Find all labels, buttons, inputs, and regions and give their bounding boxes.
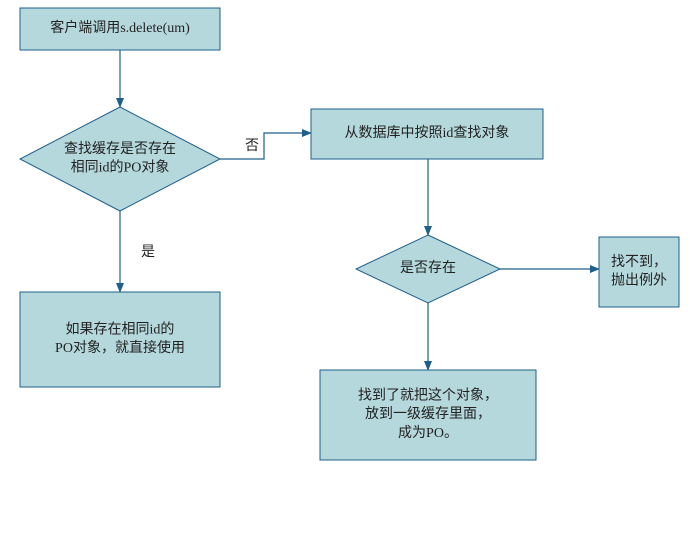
node-start: 客户端调用s.delete(um) bbox=[20, 8, 220, 50]
node-check1-text-1: 相同id的PO对象 bbox=[71, 160, 170, 176]
node-db_find-text-0: 从数据库中按照id查找对象 bbox=[345, 125, 510, 141]
node-found-text-1: 放到一级缓存里面， bbox=[365, 406, 491, 422]
node-use_po-shape bbox=[20, 292, 220, 387]
node-found: 找到了就把这个对象， 放到一级缓存里面， 成为PO。 bbox=[320, 370, 536, 460]
flowchart-canvas: 是否客户端调用s.delete(um)查找缓存是否存在相同id的PO对象如果存在… bbox=[0, 0, 690, 551]
edge-label-1: 是 bbox=[141, 245, 155, 260]
node-notfound-text-1: 抛出例外 bbox=[611, 273, 667, 289]
node-check1-text-0: 查找缓存是否存在 bbox=[64, 141, 176, 157]
node-check1-shape bbox=[20, 107, 220, 211]
node-start-text-0: 客户端调用s.delete(um) bbox=[50, 19, 190, 36]
node-notfound: 找不到， 抛出例外 bbox=[599, 237, 679, 307]
node-use_po-text-1: PO对象，就直接使用 bbox=[55, 339, 185, 356]
node-use_po: 如果存在相同id的 PO对象，就直接使用 bbox=[20, 292, 220, 387]
node-notfound-text-0: 找不到， bbox=[611, 254, 667, 270]
node-db_find: 从数据库中按照id查找对象 bbox=[311, 109, 543, 159]
edge-label-2: 否 bbox=[245, 139, 259, 154]
node-check1: 查找缓存是否存在相同id的PO对象 bbox=[20, 107, 220, 211]
node-found-text-2: 成为PO。 bbox=[398, 425, 458, 441]
node-use_po-text-0: 如果存在相同id的 bbox=[66, 321, 175, 337]
node-notfound-shape bbox=[599, 237, 679, 307]
node-check2-text-0: 是否存在 bbox=[400, 260, 456, 276]
edge-2 bbox=[220, 133, 311, 159]
node-check2: 是否存在 bbox=[356, 235, 500, 303]
node-found-text-0: 找到了就把这个对象， bbox=[358, 386, 498, 403]
